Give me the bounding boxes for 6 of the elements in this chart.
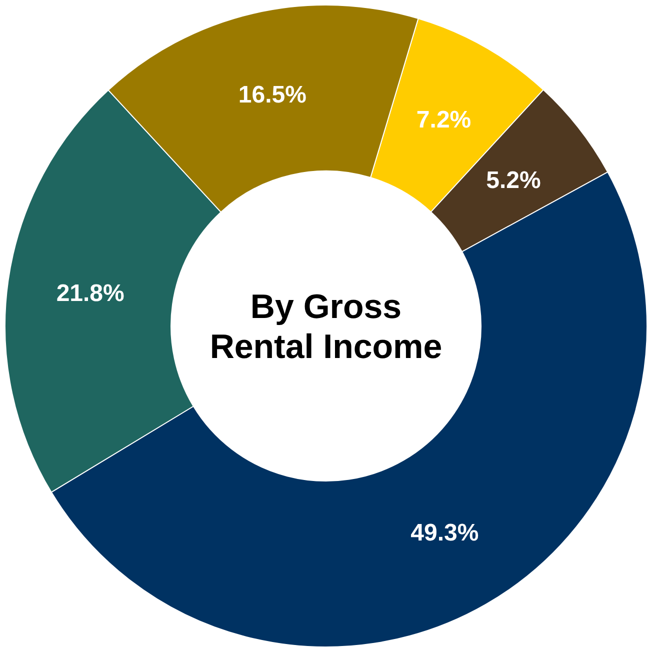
data-label: 5.2%: [486, 166, 541, 194]
text: By Gross Rental Income: [210, 288, 442, 366]
data-label: 21.8%: [56, 280, 124, 308]
data-label: 16.5%: [238, 82, 306, 108]
data-label: 49.3%: [410, 520, 479, 547]
data-label: 7.2%: [416, 106, 472, 134]
